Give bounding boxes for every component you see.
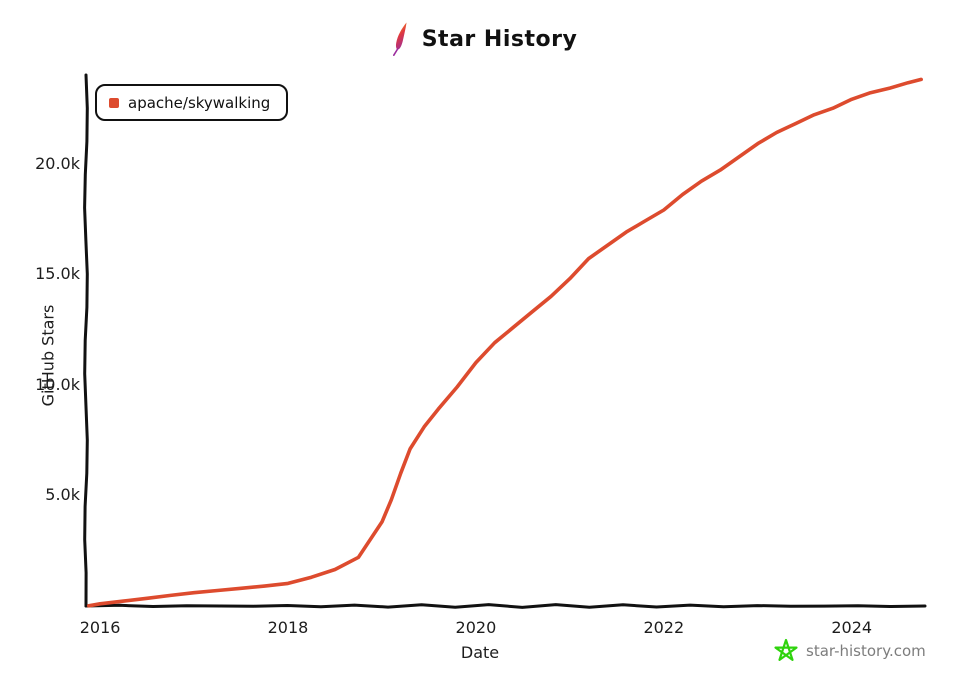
series-line-apache-skywalking [87, 77, 923, 608]
y-tick-label: 5.0k [45, 485, 80, 505]
y-axis-line [83, 73, 89, 608]
legend-series-label: apache/skywalking [128, 93, 271, 112]
x-tick-label: 2024 [831, 618, 873, 637]
legend-series-marker [109, 97, 119, 108]
y-tick-label: 15.0k [35, 264, 80, 284]
page-title: Star History [421, 26, 578, 52]
x-tick-label: 2020 [455, 618, 497, 637]
x-axis-line [84, 603, 927, 609]
apache-feather-icon [392, 22, 407, 56]
x-tick-label: 2016 [79, 618, 121, 637]
watermark-label: star-history.com [806, 642, 926, 660]
x-tick-label: 2018 [267, 618, 309, 637]
watermark: star-history.com [773, 638, 926, 664]
x-tick-label: 2022 [643, 618, 685, 637]
legend: apache/skywalking [95, 84, 289, 121]
y-tick-label: 10.0k [35, 374, 80, 394]
x-axis-title: Date [460, 643, 500, 662]
chart-title-row: Star History [0, 22, 968, 56]
y-tick-label: 20.0k [35, 153, 80, 173]
star-doodle-icon [774, 638, 798, 661]
y-axis-title: GitHub Stars [38, 304, 58, 407]
